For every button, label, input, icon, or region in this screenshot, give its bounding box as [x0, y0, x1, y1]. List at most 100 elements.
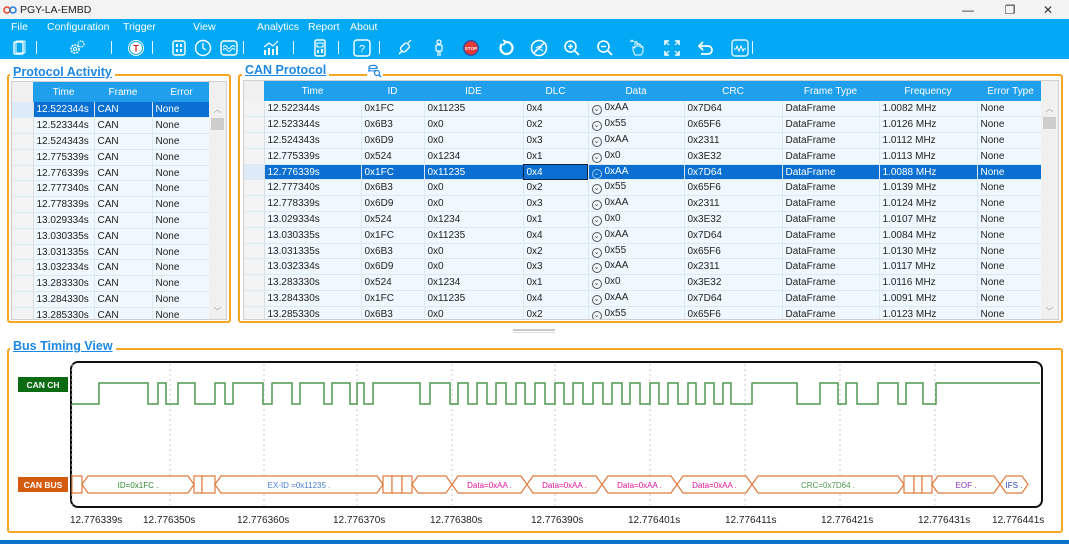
cell-ide[interactable]: 0x11235 [424, 227, 524, 244]
cell-time[interactable]: 13.283330s [264, 274, 362, 292]
cell-time[interactable]: 13.030335s [33, 228, 95, 245]
cell-ide[interactable]: 0x0 [424, 132, 524, 149]
row-header[interactable] [12, 117, 34, 135]
panel-splitter-handle[interactable] [513, 329, 555, 331]
row-header[interactable] [244, 227, 265, 244]
cell-ide[interactable]: 0x1234 [424, 148, 524, 165]
fit-screen-icon[interactable] [663, 39, 681, 57]
cell-frame-type[interactable]: DataFrame [782, 227, 880, 244]
cell-error[interactable]: None [152, 149, 212, 166]
row-header[interactable] [12, 133, 34, 150]
cell-dlc[interactable]: 0x4 [523, 164, 589, 181]
menu-trigger[interactable]: Trigger [123, 21, 156, 33]
cell-error-type[interactable]: None [977, 258, 1045, 276]
cell-error-type[interactable]: None [977, 211, 1045, 228]
cell-crc[interactable]: 0x3E32 [684, 211, 783, 228]
row-header[interactable] [244, 116, 265, 134]
cell-data[interactable]: ⌄ 0xAA [588, 195, 685, 213]
bus-segment[interactable] [913, 475, 923, 494]
cell-ide[interactable]: 0x11235 [424, 290, 524, 307]
cell-id[interactable]: 0x1FC [361, 290, 425, 307]
cell-dlc[interactable]: 0x1 [523, 211, 589, 228]
cell-dlc[interactable]: 0x2 [523, 179, 589, 197]
column-header-time[interactable]: Time [264, 81, 361, 101]
cell-id[interactable]: 0x6B3 [361, 179, 425, 197]
cell-data[interactable]: ⌄ 0x55 [588, 116, 685, 134]
row-header[interactable] [244, 211, 265, 228]
cell-dlc[interactable]: 0x1 [523, 274, 589, 292]
bus-segment[interactable] [382, 475, 393, 494]
table-row[interactable]: 12.524343s CAN None [12, 133, 212, 150]
column-header-id[interactable]: ID [361, 81, 424, 101]
cell-dlc[interactable]: 0x3 [523, 132, 589, 149]
cell-time[interactable]: 12.523344s [264, 116, 362, 134]
cell-frame[interactable]: CAN [94, 133, 153, 150]
cell-time[interactable]: 12.776339s [264, 164, 362, 181]
cell-time[interactable]: 12.778339s [33, 196, 95, 214]
cell-ide[interactable]: 0x0 [424, 243, 524, 260]
column-header-frame-type[interactable]: Frame Type [782, 81, 879, 101]
cell-id[interactable]: 0x524 [361, 274, 425, 292]
cell-frame[interactable]: CAN [94, 117, 153, 135]
cell-time[interactable]: 13.029334s [33, 212, 95, 229]
cell-id[interactable]: 0x6B3 [361, 116, 425, 134]
row-header[interactable] [12, 307, 34, 319]
cell-id[interactable]: 0x6D9 [361, 258, 425, 276]
cell-error[interactable]: None [152, 102, 212, 119]
cell-data[interactable]: ⌄ 0x55 [588, 243, 685, 260]
table-row[interactable]: 13.032334s CAN None [12, 259, 212, 277]
table-row[interactable]: 12.777340s 0x6B3 0x0 0x2 ⌄ 0x55 0x65F6 DataFram… [244, 179, 1045, 197]
cell-frame-type[interactable]: DataFrame [782, 290, 880, 307]
table-row[interactable]: 12.778339s CAN None [12, 196, 212, 214]
expand-data-icon[interactable]: ⌄ [591, 231, 602, 242]
cell-frame-type[interactable]: DataFrame [782, 132, 880, 149]
cell-crc[interactable]: 0x7D64 [684, 290, 783, 307]
expand-data-icon[interactable]: ⌄ [591, 136, 602, 147]
cell-time[interactable]: 12.775339s [264, 148, 362, 165]
column-header-error-type[interactable]: Error Type [977, 81, 1044, 101]
cell-frame[interactable]: CAN [94, 149, 153, 166]
probe-icon[interactable] [396, 39, 414, 57]
cell-dlc[interactable]: 0x4 [523, 101, 589, 118]
bus-segment[interactable] [921, 475, 933, 494]
expand-data-icon[interactable]: ⌄ [591, 200, 602, 211]
cell-error[interactable]: None [152, 196, 212, 214]
row-header[interactable] [12, 244, 34, 261]
cell-frame[interactable]: CAN [94, 165, 153, 182]
cell-time[interactable]: 12.523344s [33, 117, 95, 135]
help-icon[interactable]: ? [353, 39, 371, 57]
report-icon[interactable] [311, 39, 329, 57]
cell-error-type[interactable]: None [977, 306, 1045, 319]
clock-view-icon[interactable] [194, 39, 212, 57]
cell-dlc[interactable]: 0x4 [523, 290, 589, 307]
cell-dlc[interactable]: 0x2 [523, 306, 589, 319]
row-header[interactable] [244, 306, 265, 319]
cell-frequency[interactable]: 1.0113 MHz [879, 148, 978, 165]
cell-crc[interactable]: 0x2311 [684, 195, 783, 213]
cell-crc[interactable]: 0x7D64 [684, 227, 783, 244]
cell-id[interactable]: 0x524 [361, 211, 425, 228]
scroll-down-icon[interactable]: ﹀ [213, 307, 222, 316]
cell-frequency[interactable]: 1.0139 MHz [879, 179, 978, 197]
cell-id[interactable]: 0x6D9 [361, 132, 425, 149]
cell-time[interactable]: 12.777340s [33, 180, 95, 198]
table-row[interactable]: 12.523344s 0x6B3 0x0 0x2 ⌄ 0x55 0x65F6 DataFram… [244, 116, 1045, 134]
cell-frequency[interactable]: 1.0091 MHz [879, 290, 978, 307]
cell-error[interactable]: None [152, 180, 212, 198]
expand-data-icon[interactable]: ⌄ [591, 294, 602, 305]
cell-data[interactable]: ⌄ 0xAA [588, 258, 685, 276]
scroll-up-icon[interactable]: ︿ [1045, 104, 1054, 113]
expand-data-icon[interactable]: ⌄ [591, 263, 602, 274]
expand-data-icon[interactable]: ⌄ [591, 152, 602, 163]
row-header[interactable] [12, 196, 34, 214]
settings-gears-icon[interactable] [68, 39, 86, 57]
cell-id[interactable]: 0x6B3 [361, 243, 425, 260]
cell-error[interactable]: None [152, 291, 212, 308]
bus-segment[interactable] [201, 475, 216, 494]
cell-id[interactable]: 0x1FC [361, 164, 425, 181]
bus-segment[interactable] [71, 475, 83, 494]
cell-frame[interactable]: CAN [94, 228, 153, 245]
cell-ide[interactable]: 0x1234 [424, 211, 524, 228]
cell-error-type[interactable]: None [977, 227, 1045, 244]
person-icon[interactable] [430, 39, 448, 57]
